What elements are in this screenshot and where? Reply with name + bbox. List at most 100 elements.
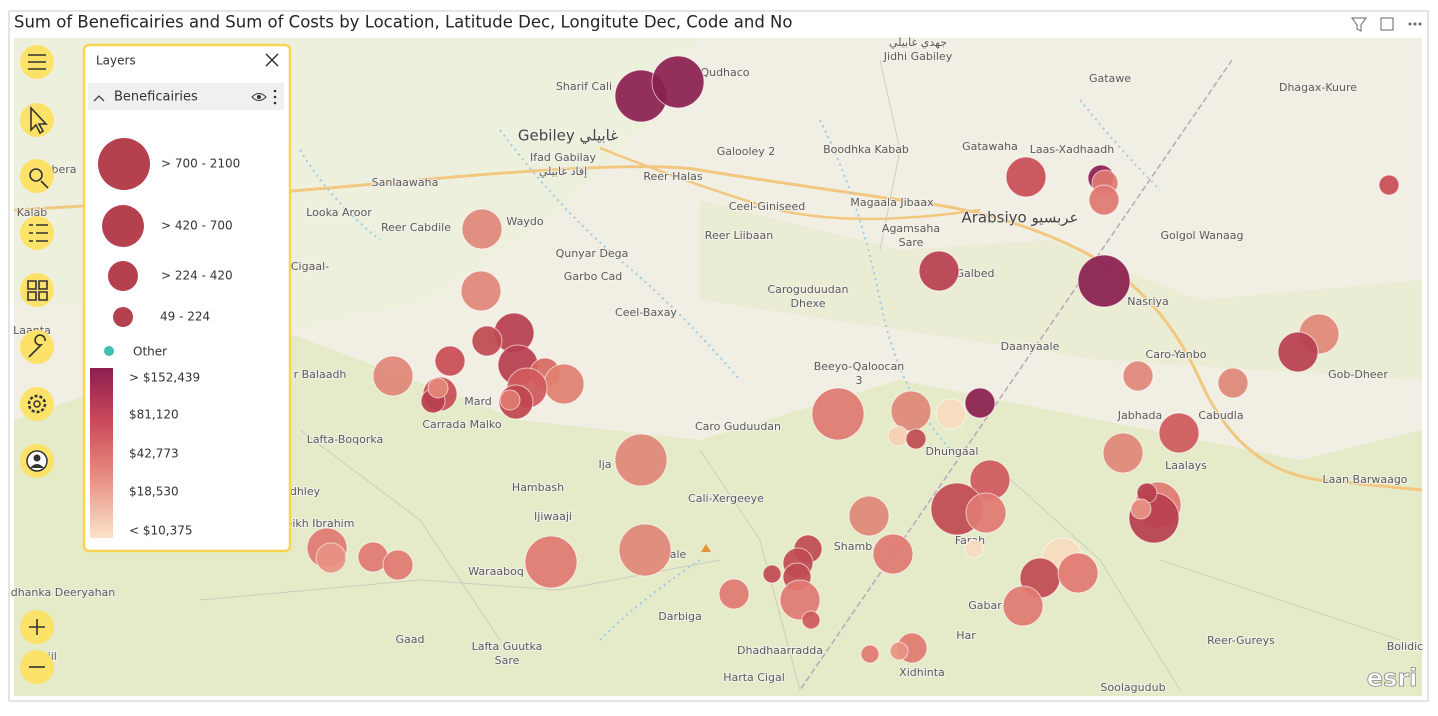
bubble [889,641,909,661]
place-label: Ijiwaaji [534,510,572,523]
bubble [1122,360,1154,392]
header-icons[interactable] [1351,17,1422,32]
place-label: Caroguduudan [767,283,848,296]
bubble [1378,174,1400,196]
bubble [382,549,414,581]
tool-icon [30,105,48,135]
bubble [1057,552,1099,594]
size-legend-label: > 420 - 700 [161,219,233,233]
bubble [965,492,1007,534]
tool-icon [28,54,46,70]
bubble [779,579,821,621]
toolbar[interactable] [20,45,54,684]
bubble [1217,367,1249,399]
bubble [860,644,880,664]
place-label: Galbed [955,267,994,280]
place-label: Laan Barwaago [1322,473,1407,486]
bubble [1077,254,1131,308]
color-legend-label: > $152,439 [129,371,200,385]
bubble [460,270,502,312]
bubble [935,398,967,430]
place-label: Laas-Xadhaadh [1030,143,1114,156]
size-legend-label: 49 - 224 [160,310,210,324]
tool-button[interactable] [20,387,54,421]
bubble [718,578,750,610]
place-label: Caro-Yanbo [1146,348,1207,361]
tool-icon [30,464,44,468]
place-label: bera [51,163,76,176]
tool-button[interactable] [20,103,54,137]
size-legend-label: > 700 - 2100 [161,157,240,171]
place-label: Agamsaha [882,222,940,235]
place-label: Cali-Xergeeye [688,492,764,505]
place-label: Jidhi Gabiley [883,50,953,63]
bubble [372,355,414,397]
tool-icon [29,224,48,242]
layer-name[interactable]: Beneficairies [114,90,198,105]
place-label: Kalab [17,206,48,219]
bubble [801,610,821,630]
bubble [872,533,914,575]
other-label: Other [133,345,167,359]
place-label: Gebiley غابيلي [518,127,618,146]
place-label: Sharif Cali [556,80,612,93]
place-label: Reer Cabdile [381,221,451,234]
place-label: Shamb [834,540,872,553]
place-label: Arabsiyo عربسيو [961,209,1078,227]
place-label: جهدي غابيلي [889,36,947,49]
tool-icon [33,400,41,408]
place-label: Ceel-Baxay [615,306,677,319]
bubble [471,325,503,357]
place-label: Cigaal- [291,260,329,273]
bubble [427,377,449,399]
size-legend-label: > 224 - 420 [161,269,233,283]
place-label: إفاد غابيلي [539,165,587,178]
tool-button[interactable] [20,330,54,364]
place-label: Beeyo-Qaloocan [814,360,905,373]
place-label: Lafta Guutka [472,640,543,653]
bubble [1277,331,1319,373]
tool-icon [27,280,48,301]
place-label: Qudhaco [700,66,749,79]
bubble [918,250,960,292]
place-label: Sare [495,654,520,667]
place-label: Daanyaale [1001,340,1060,353]
place-label: dhanka Deeryahan [11,586,116,599]
close-button[interactable] [265,53,279,67]
bubble [499,389,521,411]
bubble [811,387,865,441]
place-label: Gabar [968,599,1002,612]
place-label: r Balaadh [294,368,347,381]
frame [8,10,1429,702]
bubble [890,390,932,432]
tool-icon [28,334,46,358]
bubble [614,433,668,487]
place-label: Galooley 2 [717,145,776,158]
visibility-toggle[interactable] [251,93,267,101]
tool-button[interactable] [20,159,54,193]
bubble [651,55,705,109]
place-label: Darbiga [658,610,702,623]
place-label: Ceel-Giniseed [729,200,806,213]
place-label: eikh Ibrahim [286,517,355,530]
place-label: Bolidic [1387,640,1423,653]
place-label: Ifad Gabilay [530,151,596,164]
place-label: Carrada Malko [422,418,501,431]
bubble [1158,412,1200,454]
place-label: Magaala Jibaax [850,196,934,209]
bubble [1130,498,1152,520]
tool-button[interactable] [20,273,54,307]
esri-logo: esri [1366,664,1417,693]
tool-icon [27,394,47,414]
place-label: Looka Aroor [306,206,372,219]
place-label: ale [670,548,687,561]
tool-icon [40,180,49,189]
place-label: Reer Liibaan [705,229,773,242]
bubble [1005,156,1047,198]
bubble [905,428,927,450]
bubble [543,363,585,405]
place-label: Garbo Cad [564,270,622,283]
place-label: Dhungaal [926,445,979,458]
color-legend-label: $18,530 [129,485,179,499]
